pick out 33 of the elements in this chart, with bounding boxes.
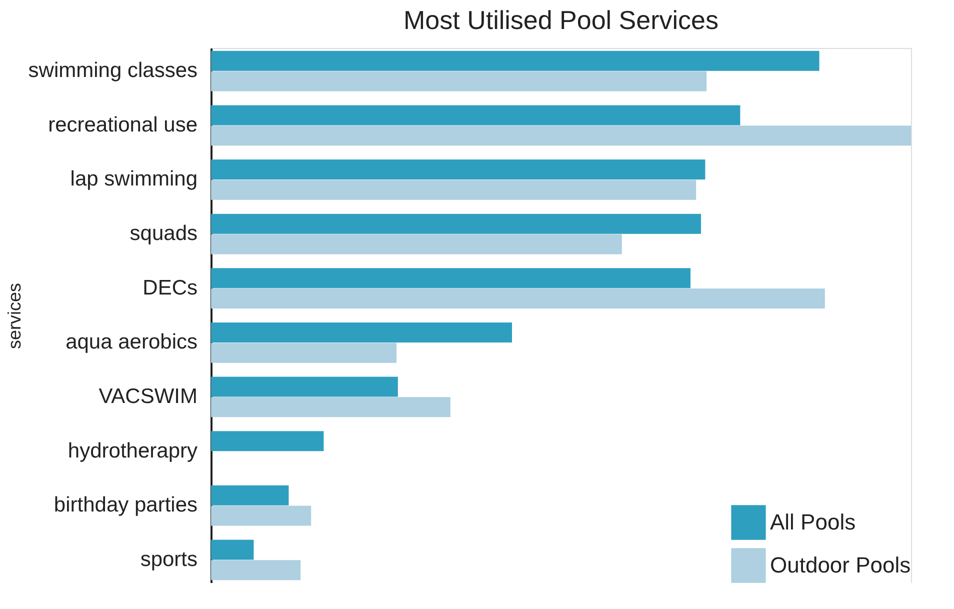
bar [211,105,740,126]
y-tick-label: sports [140,548,198,571]
y-tick-label: aqua aerobics [66,330,198,354]
bar [211,71,707,92]
bar [211,431,324,452]
bar [211,214,701,234]
y-tick-label: lap swimming [70,168,198,191]
y-tick-label: recreational use [48,113,198,136]
y-tick-label: squads [130,222,198,246]
bar [211,126,911,146]
bar [211,180,696,200]
y-axis-title: services [4,282,24,350]
y-tick-label: hydrotherapry [68,439,198,462]
y-tick-label: birthday parties [54,494,198,517]
bar [211,376,398,397]
bar [211,288,825,309]
bar [211,322,512,342]
legend-label: All Pools [770,510,856,534]
y-tick-label: VACSWIM [98,384,198,408]
bar [211,506,312,526]
bar [211,560,301,580]
bar [211,50,820,71]
bar [211,268,690,288]
chart-title: Most Utilised Pool Services [404,5,718,35]
bar [211,485,289,506]
bar [211,160,706,180]
bar [211,540,254,560]
y-tick-label: DECs [142,276,198,300]
bar [211,397,450,418]
legend-label: Outdoor Pools [770,552,911,578]
y-tick-label: swimming classes [28,59,198,82]
bar [211,342,396,363]
bar [211,234,622,254]
